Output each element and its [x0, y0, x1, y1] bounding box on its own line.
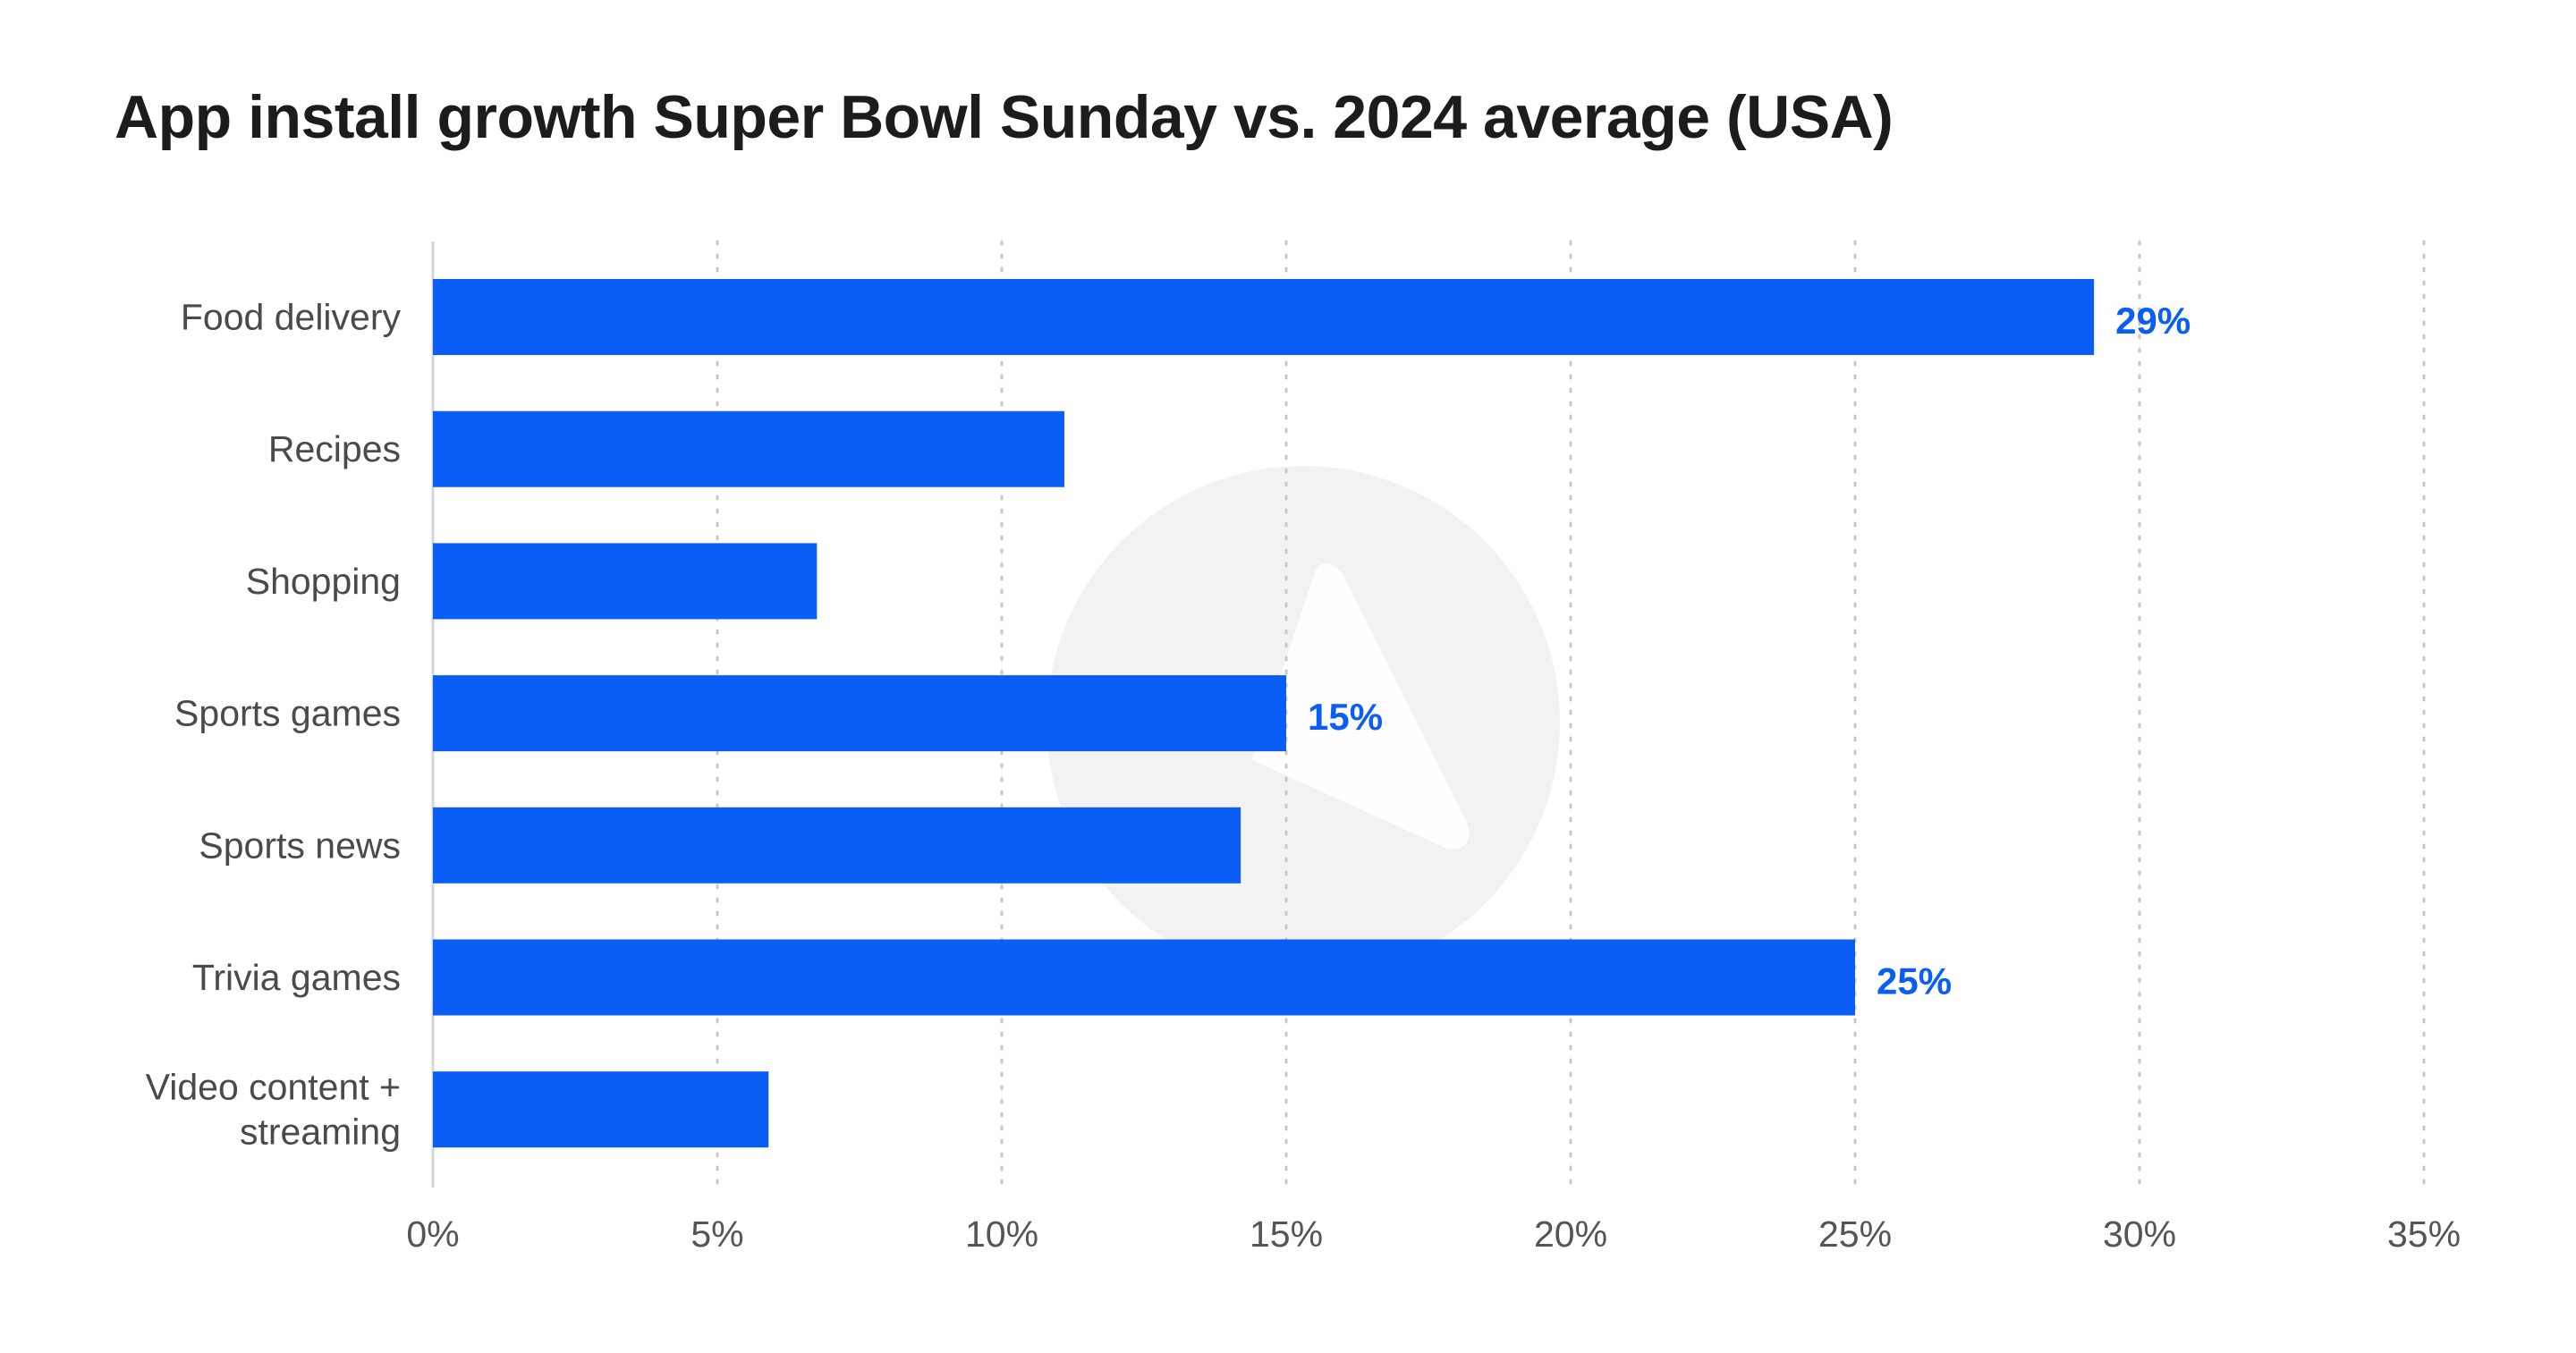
x-tick-label: 0%: [406, 1213, 459, 1255]
watermark-glyph: [1252, 563, 1470, 850]
x-tick-label: 15%: [1250, 1213, 1323, 1255]
value-label: 29%: [2115, 300, 2190, 342]
x-tick-label: 30%: [2103, 1213, 2176, 1255]
bar: [433, 543, 818, 620]
category-label: Food delivery: [181, 297, 402, 338]
bar: [433, 675, 1286, 752]
bars: [433, 279, 2095, 1148]
bar: [433, 939, 1855, 1016]
value-label: 25%: [1877, 960, 1952, 1002]
x-tick-label: 10%: [965, 1213, 1038, 1255]
x-tick-labels: 0% 5% 10% 15% 20% 25% 30% 35%: [406, 1213, 2461, 1255]
category-label: Sports news: [199, 824, 401, 866]
category-label-line: Food delivery: [181, 297, 402, 338]
category-label: Trivia games: [192, 957, 401, 998]
x-tick-label: 5%: [691, 1213, 743, 1255]
value-label: 15%: [1308, 696, 1383, 738]
value-labels: 29% 15% 25%: [1308, 300, 2190, 1002]
bar: [433, 1071, 769, 1148]
bar: [433, 279, 2095, 355]
category-label: Shopping: [246, 561, 401, 602]
category-label-line: Video content +: [146, 1067, 401, 1108]
x-tick-label: 25%: [1818, 1213, 1892, 1255]
bar: [433, 807, 1241, 884]
category-labels: Food delivery Recipes Shopping Sports games…: [146, 297, 402, 1153]
category-label: Recipes: [268, 428, 401, 469]
x-tick-label: 20%: [1534, 1213, 1607, 1255]
category-label-line: Recipes: [268, 428, 401, 469]
category-label-line: Sports games: [174, 693, 401, 734]
chart-title: App install growth Super Bowl Sunday vs.…: [114, 83, 1894, 151]
category-label-line: Trivia games: [192, 957, 401, 998]
x-tick-label: 35%: [2387, 1213, 2461, 1255]
category-label: Sports games: [174, 693, 401, 734]
category-label-line: Sports news: [199, 824, 401, 866]
category-label-line: Shopping: [246, 561, 401, 602]
category-label-line: streaming: [240, 1112, 401, 1153]
bar: [433, 410, 1064, 487]
category-label: Video content + streaming: [146, 1067, 401, 1153]
